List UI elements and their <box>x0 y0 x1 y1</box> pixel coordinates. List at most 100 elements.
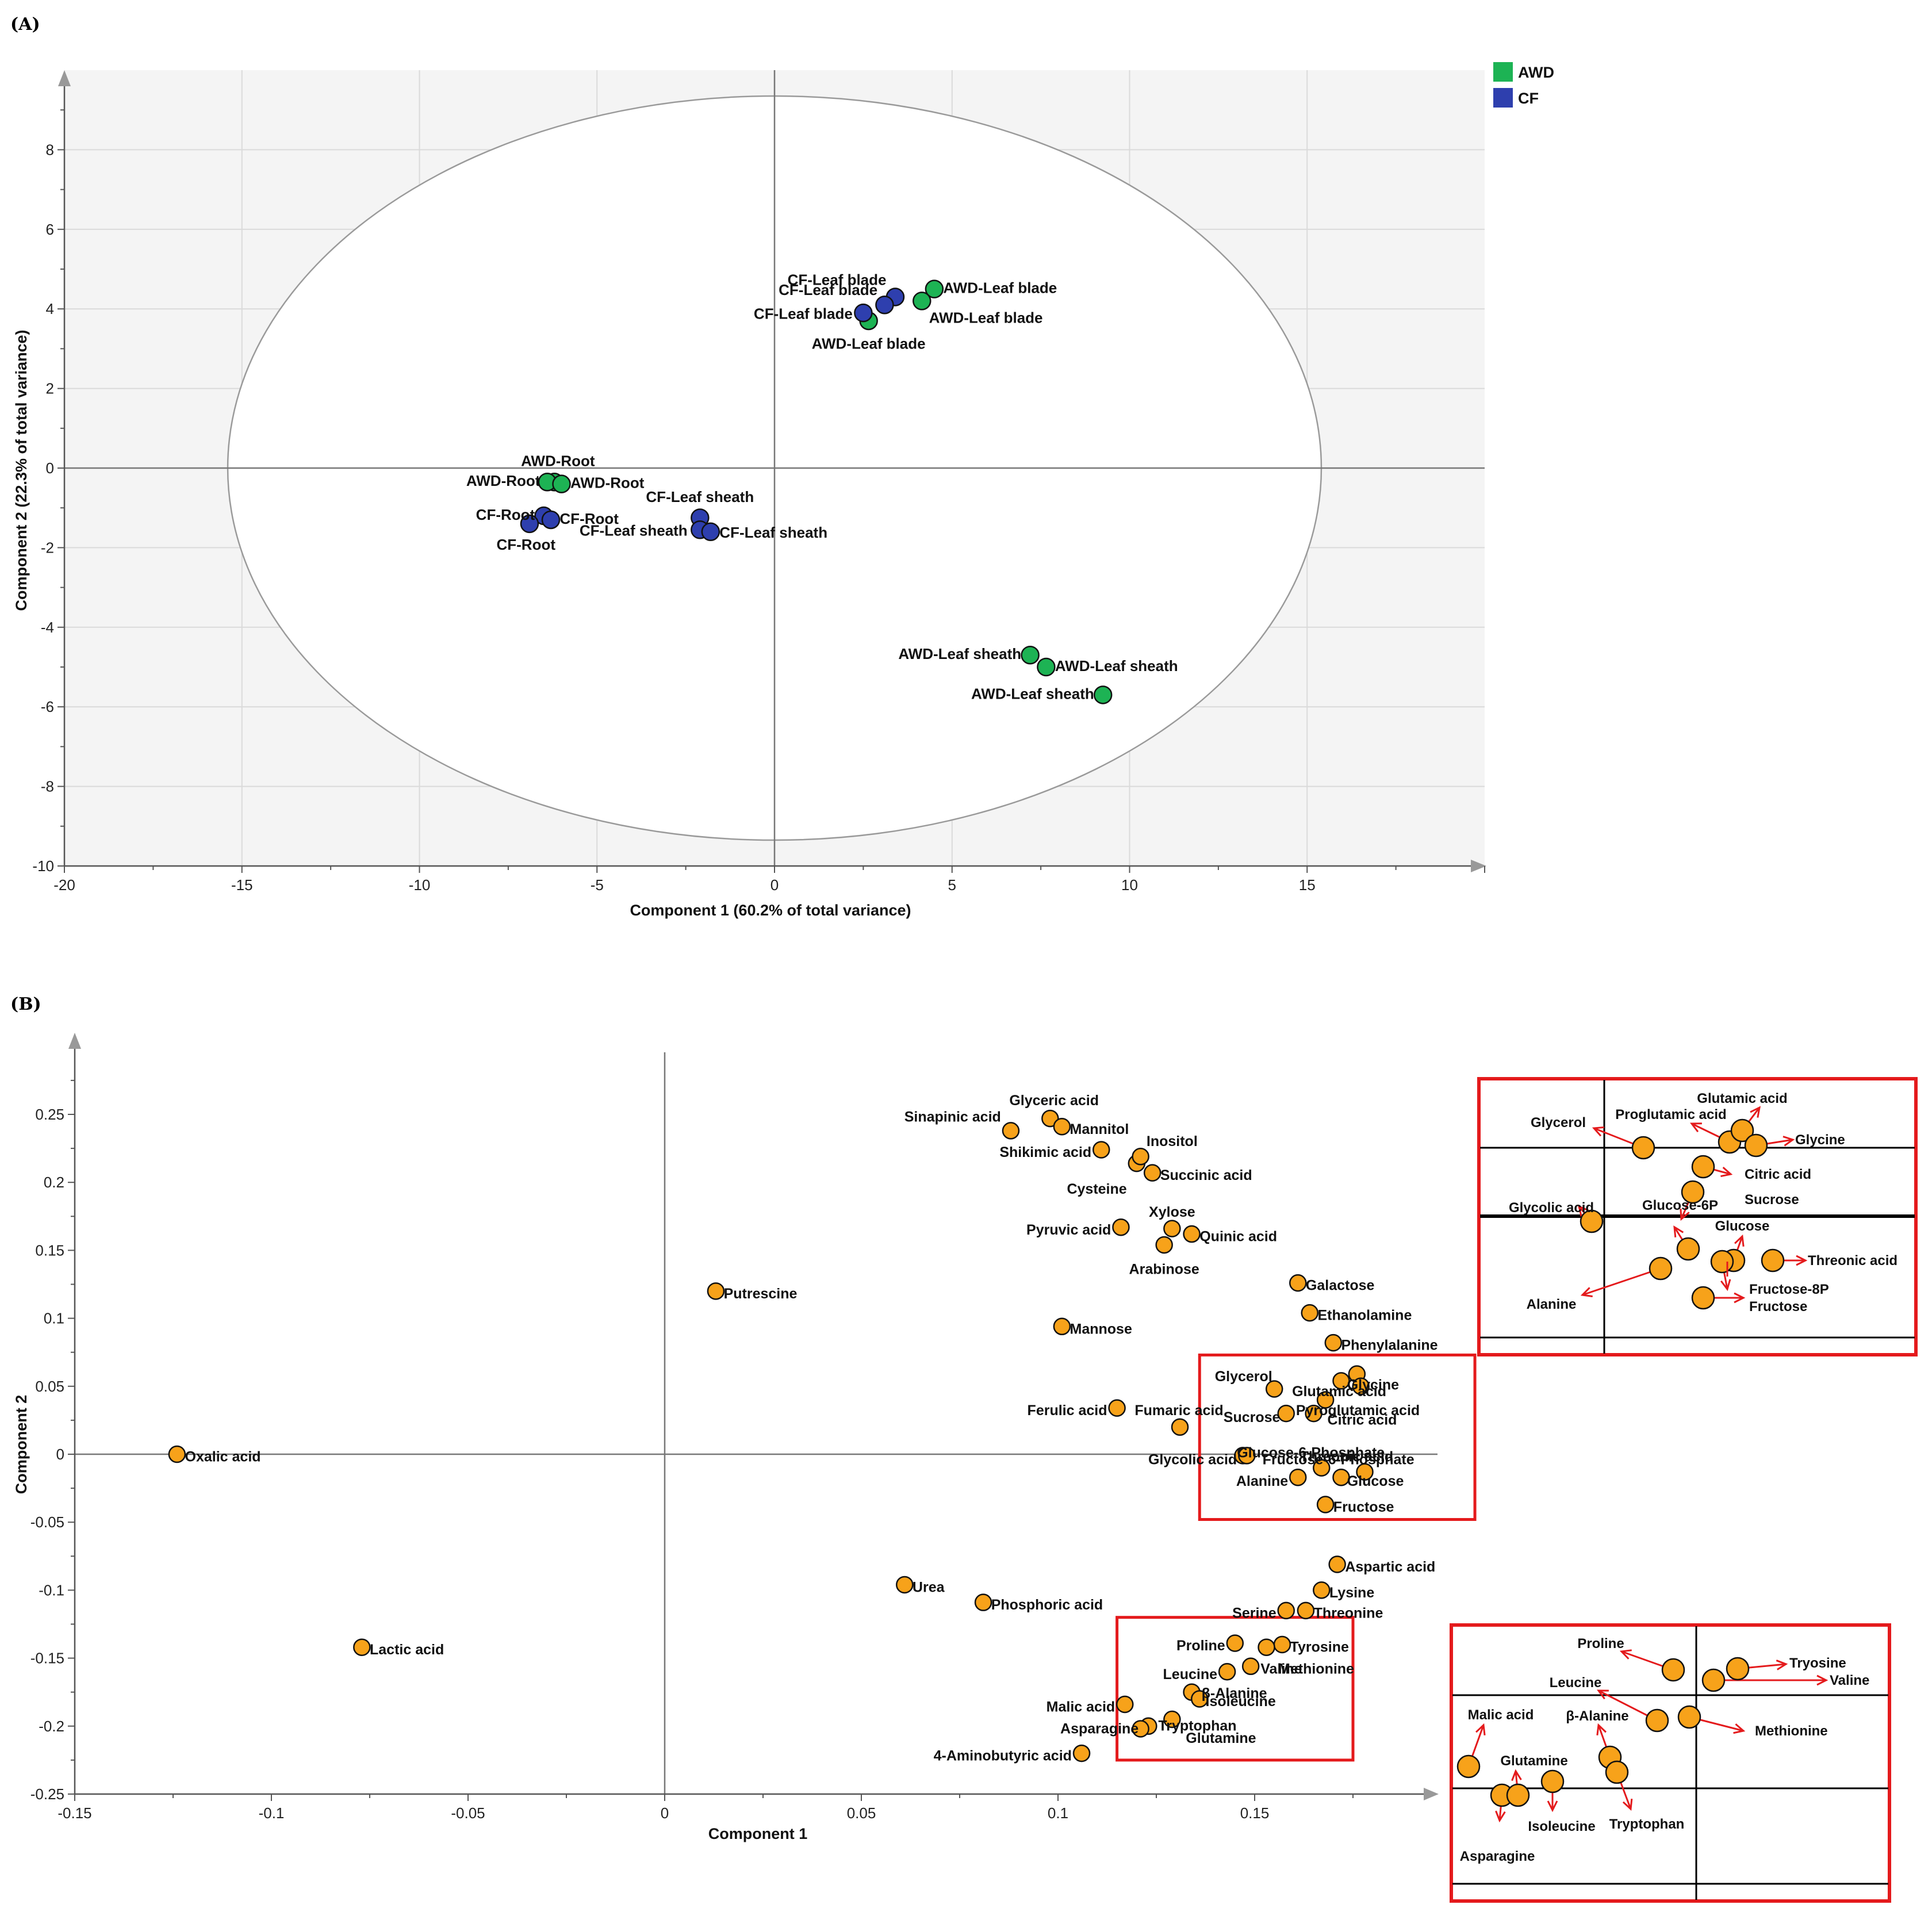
x-tick-label-a: -20 <box>53 876 75 894</box>
zoom-1-arrow-2-head <box>1750 1106 1761 1118</box>
point-label-b-33: Alanine <box>1236 1473 1288 1489</box>
zoom-2-arrow-8-head <box>1495 1810 1506 1823</box>
point-b-25 <box>1332 1372 1350 1390</box>
point-b-8 <box>1053 1317 1071 1336</box>
zoom-1-label-12: Fructose <box>1749 1299 1807 1315</box>
point-a-0 <box>925 279 944 298</box>
y-tick-label-b: 0.1 <box>44 1310 64 1327</box>
zoom-inset-2: Proline Tryosine Valine Leucine Methionine Ma… <box>1450 1623 1891 1903</box>
zoom-1-label-10: Fructose-8P <box>1749 1282 1829 1297</box>
y-tick-label-b: 0.05 <box>35 1378 64 1395</box>
zoom-2-label-5: Malic acid <box>1468 1707 1534 1723</box>
point-label-b-5: Sinapinic acid <box>904 1109 1001 1125</box>
point-label-b-41: Valine <box>1260 1661 1302 1677</box>
y-axis-arrow-b <box>68 1033 81 1049</box>
point-a-4 <box>875 296 894 315</box>
highlight-box-1 <box>1116 1616 1355 1762</box>
legend-label-awd: AWD <box>1518 64 1554 81</box>
point-b-26 <box>1316 1391 1335 1409</box>
x-axis-title-b: Component 1 <box>708 1825 808 1842</box>
y-tick-label-a: 6 <box>46 221 54 238</box>
point-label-b-3: Urea <box>913 1579 945 1595</box>
y-tick-label-a: -2 <box>41 539 54 556</box>
zoom-1-label-1: Glycerol <box>1531 1115 1586 1130</box>
zoom-2-point-9 <box>1506 1783 1530 1807</box>
zoom-2-arrow-9-head <box>1511 1769 1522 1781</box>
point-label-a-8: AWD-Root <box>570 474 645 492</box>
x-tick-label-b: 0 <box>661 1804 669 1822</box>
point-label-b-32: Glucose <box>1347 1473 1404 1489</box>
zoom-1-arrow-7-head <box>1673 1225 1684 1237</box>
point-label-b-14: Xylose <box>1149 1204 1195 1220</box>
point-labels-b: Oxalic acid Lactic acid Putrescine Urea Phos… <box>185 1093 1438 1764</box>
zoom-1-point-11 <box>1649 1256 1673 1281</box>
zoom-2-arrow-4-head <box>1733 1723 1746 1734</box>
point-b-31 <box>1356 1463 1374 1481</box>
point-b-18 <box>1171 1418 1189 1436</box>
point-b-27 <box>1305 1404 1322 1423</box>
y-tick-label-a: -10 <box>32 857 54 875</box>
point-b-42 <box>1258 1638 1275 1656</box>
y-tick-label-b: 0.2 <box>44 1174 64 1191</box>
point-label-b-47: Tryptophan <box>1158 1718 1236 1734</box>
point-a-8 <box>552 474 571 493</box>
zoom-1-label-2: Proglutamic acid <box>1615 1107 1726 1122</box>
y-tick-label-b: -0.05 <box>30 1513 64 1531</box>
point-label-a-9: CF-Root <box>476 506 535 523</box>
point-label-b-20: Ethanolamine <box>1317 1308 1412 1324</box>
y-tick-label-a: -6 <box>41 698 54 715</box>
zoom-1-arrow-0-head <box>1592 1126 1604 1137</box>
y-axis-title-b: Component 2 <box>13 1395 30 1494</box>
point-label-a-4: CF-Leaf blade <box>779 281 877 298</box>
point-label-b-9: Shikimic acid <box>999 1144 1091 1160</box>
chart-b: (B) -0.15 -0.1 -0.05 0 0.05 0.1 0.15-0.25-0.2-… <box>10 994 1918 1903</box>
point-label-b-50: 4-Aminobutyric acid <box>934 1748 1072 1764</box>
zoom-1-point-0 <box>1631 1136 1655 1160</box>
point-label-b-15: Arabinose <box>1129 1261 1199 1277</box>
zoom-2-label-2: Valine <box>1830 1673 1869 1688</box>
point-label-b-17: Ferulic acid <box>1028 1402 1107 1419</box>
point-b-11 <box>1132 1148 1149 1166</box>
point-a-17 <box>1093 685 1113 704</box>
point-b-35 <box>1316 1496 1335 1513</box>
point-b-4 <box>974 1593 992 1611</box>
point-label-a-10: CF-Root <box>559 510 619 527</box>
point-label-a-15: AWD-Leaf sheath <box>898 645 1021 662</box>
points-b <box>168 1109 1374 1762</box>
point-b-48 <box>1163 1710 1181 1729</box>
zoom-2-arrow-1-head <box>1776 1660 1788 1670</box>
zoom-1-arrow-4-head <box>1720 1166 1733 1178</box>
zoom-1-label-0: Glutamic acid <box>1697 1091 1787 1106</box>
zoom-1-arrow-1-head <box>1689 1122 1702 1133</box>
point-label-b-12: Succinic acid <box>1160 1167 1252 1183</box>
zoom-1-arrow-9-head <box>1796 1255 1808 1266</box>
zoom-2-point-0 <box>1661 1658 1685 1682</box>
y-tick-label-a: 0 <box>46 459 54 477</box>
point-label-b-28: Glucose-6-Phosphate <box>1237 1444 1385 1461</box>
point-label-b-21: Phenylalanine <box>1341 1338 1438 1354</box>
point-b-20 <box>1301 1304 1319 1322</box>
point-label-b-40: Tyrosine <box>1290 1639 1349 1655</box>
x-tick-label-a: 0 <box>770 876 779 894</box>
point-a-11 <box>520 514 539 534</box>
zoom-1-point-4 <box>1691 1155 1715 1179</box>
point-a-14 <box>701 522 720 541</box>
point-label-b-19: Galactose <box>1306 1278 1375 1294</box>
point-label-b-25: Pyroglutamic acid <box>1296 1402 1420 1419</box>
y-tick-label-b: 0.15 <box>35 1241 64 1259</box>
point-b-2 <box>707 1282 725 1300</box>
zoom-2-arrow-7-head <box>1622 1799 1633 1811</box>
point-a-15 <box>1021 645 1040 665</box>
y-tick-label-b: -0.15 <box>30 1650 64 1667</box>
x-tick-label-b: -0.05 <box>451 1804 485 1822</box>
point-label-b-46: Malic acid <box>1046 1699 1116 1715</box>
point-label-a-5: CF-Leaf blade <box>754 305 853 323</box>
point-a-1 <box>913 292 931 311</box>
x-tick-label-b: 0.1 <box>1048 1804 1068 1822</box>
point-b-15 <box>1155 1236 1173 1254</box>
point-b-36 <box>1328 1555 1346 1573</box>
zoom-1-point-3 <box>1744 1133 1768 1158</box>
zoom-2-point-1 <box>1726 1657 1750 1681</box>
legend-label-cf: CF <box>1518 90 1539 107</box>
